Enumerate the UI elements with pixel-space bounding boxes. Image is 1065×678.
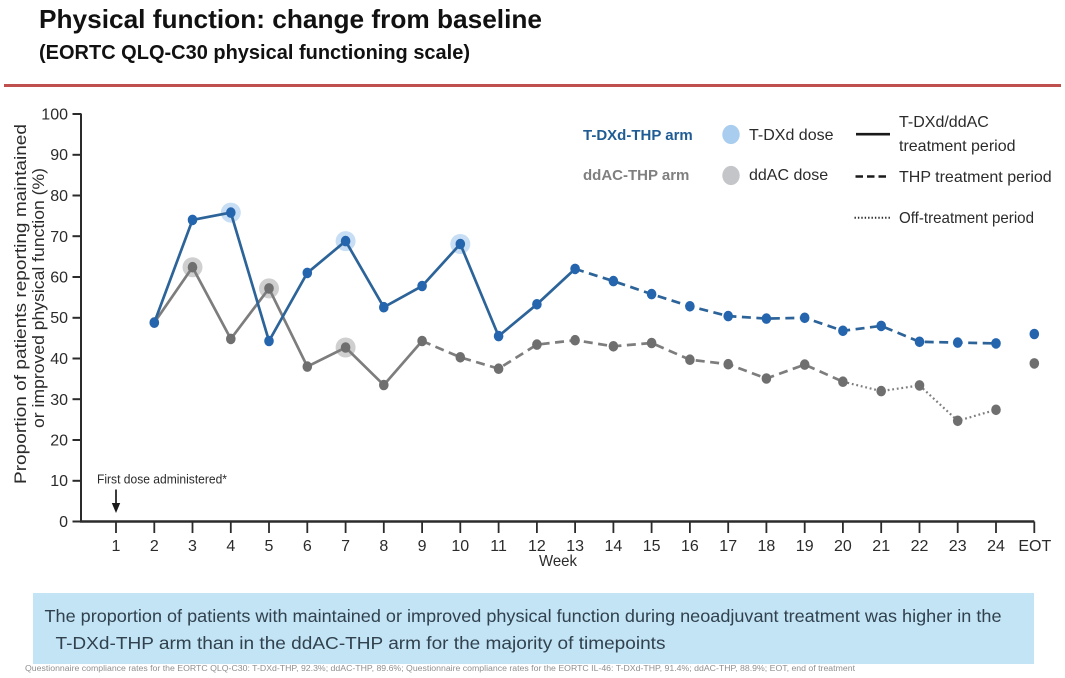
- svg-text:Questionnaire compliance rates: Questionnaire compliance rates for the E…: [25, 664, 856, 673]
- svg-text:23: 23: [949, 538, 967, 555]
- svg-text:40: 40: [50, 351, 68, 368]
- svg-text:0: 0: [59, 514, 68, 531]
- svg-text:10: 10: [451, 538, 469, 555]
- svg-text:8: 8: [379, 538, 388, 555]
- svg-text:19: 19: [796, 538, 814, 555]
- svg-text:22: 22: [911, 538, 929, 555]
- svg-text:1: 1: [112, 538, 121, 555]
- svg-text:THP treatment period: THP treatment period: [899, 169, 1052, 186]
- svg-text:4: 4: [226, 538, 235, 555]
- svg-text:T-DXd/ddAC: T-DXd/ddAC: [899, 114, 989, 131]
- svg-text:Week: Week: [539, 553, 578, 570]
- svg-text:20: 20: [50, 433, 68, 450]
- svg-text:ddAC-THP arm: ddAC-THP arm: [583, 167, 689, 184]
- svg-text:5: 5: [265, 538, 274, 555]
- svg-text:Off-treatment period: Off-treatment period: [899, 210, 1034, 227]
- svg-text:2: 2: [150, 538, 159, 555]
- svg-text:First dose administered*: First dose administered*: [97, 473, 227, 487]
- svg-text:16: 16: [681, 538, 699, 555]
- svg-text:(EORTC QLQ-C30 physical functi: (EORTC QLQ-C30 physical functioning scal…: [39, 42, 470, 64]
- svg-text:11: 11: [490, 538, 507, 555]
- svg-text:The proportion of patients wit: The proportion of patients with maintain…: [45, 606, 1002, 626]
- svg-text:T-DXd-THP arm than in the ddAC: T-DXd-THP arm than in the ddAC-THP arm f…: [56, 633, 666, 653]
- svg-text:7: 7: [341, 538, 350, 555]
- svg-text:100: 100: [41, 107, 68, 124]
- svg-text:21: 21: [872, 538, 890, 555]
- svg-text:60: 60: [50, 270, 68, 287]
- svg-text:10: 10: [50, 473, 68, 490]
- svg-text:20: 20: [834, 538, 852, 555]
- svg-text:3: 3: [188, 538, 197, 555]
- svg-text:15: 15: [643, 538, 661, 555]
- svg-text:EOT: EOT: [1018, 538, 1051, 555]
- svg-text:30: 30: [50, 392, 68, 409]
- svg-text:14: 14: [605, 538, 623, 555]
- svg-text:13: 13: [566, 538, 584, 555]
- svg-text:80: 80: [50, 188, 68, 205]
- svg-text:ddAC dose: ddAC dose: [749, 167, 828, 184]
- svg-text:50: 50: [50, 310, 68, 327]
- svg-text:Physical function: change from: Physical function: change from baseline: [39, 4, 542, 34]
- svg-text:70: 70: [50, 229, 68, 246]
- svg-text:treatment period: treatment period: [899, 138, 1016, 155]
- svg-text:9: 9: [418, 538, 427, 555]
- svg-text:T-DXd dose: T-DXd dose: [749, 127, 834, 144]
- svg-text:or improved physical function: or improved physical function (%): [30, 168, 48, 428]
- svg-text:12: 12: [528, 538, 546, 555]
- svg-text:90: 90: [50, 147, 68, 164]
- svg-text:24: 24: [987, 538, 1005, 555]
- svg-text:Proportion of patients reporti: Proportion of patients reporting maintai…: [12, 124, 30, 484]
- svg-text:T-DXd-THP arm: T-DXd-THP arm: [583, 127, 693, 144]
- svg-text:6: 6: [303, 538, 312, 555]
- svg-text:17: 17: [719, 538, 737, 555]
- svg-text:18: 18: [758, 538, 776, 555]
